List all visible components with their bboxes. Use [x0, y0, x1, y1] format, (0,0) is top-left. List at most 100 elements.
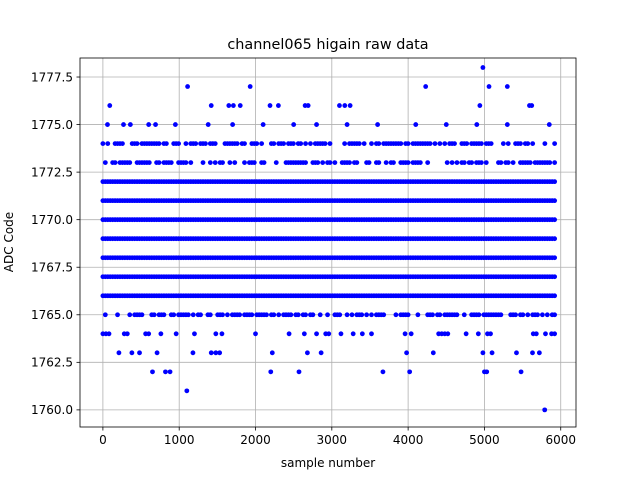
data-point — [544, 312, 550, 318]
data-point — [121, 122, 126, 127]
data-point — [303, 160, 308, 166]
x-axis-label: sample number — [281, 456, 375, 470]
data-point — [163, 141, 169, 146]
data-point — [242, 160, 247, 166]
data-point — [276, 312, 282, 318]
data-point — [454, 312, 460, 318]
data-point — [552, 255, 558, 261]
data-point — [308, 141, 313, 146]
data-point — [402, 331, 408, 337]
data-point — [273, 160, 279, 166]
x-axis-ticks: 0 1000 2000 3000 4000 5000 6000 — [99, 427, 576, 447]
data-point — [100, 141, 106, 146]
plot-frame — [79, 57, 577, 428]
data-point — [124, 331, 130, 337]
data-point — [413, 122, 419, 127]
data-point — [464, 141, 470, 146]
data-point — [540, 312, 545, 318]
data-point — [106, 331, 112, 337]
data-point — [134, 141, 140, 146]
data-point — [146, 122, 152, 127]
data-point — [430, 312, 435, 318]
data-point — [518, 369, 524, 375]
y-tick-label: 1772.5 — [31, 165, 73, 179]
data-point — [310, 312, 316, 318]
data-point — [127, 312, 133, 318]
data-point — [407, 369, 413, 375]
data-point — [427, 141, 433, 146]
data-point — [543, 331, 548, 337]
data-point — [251, 160, 257, 166]
data-point — [552, 160, 558, 166]
data-point — [552, 198, 558, 204]
data-point — [349, 312, 355, 318]
data-point — [484, 369, 490, 375]
data-point — [552, 274, 558, 280]
data-point — [290, 141, 296, 146]
data-point — [480, 65, 486, 70]
data-point — [476, 312, 482, 318]
data-point — [535, 312, 540, 318]
data-point — [314, 122, 319, 127]
x-tick-label: 3000 — [317, 433, 348, 447]
data-point — [326, 331, 332, 337]
y-tick-label: 1760.0 — [31, 403, 73, 417]
data-point — [469, 160, 475, 166]
data-point — [303, 141, 308, 146]
data-point — [405, 160, 411, 166]
data-point — [220, 312, 225, 318]
data-point — [442, 141, 448, 146]
data-point — [183, 141, 189, 146]
data-point — [327, 141, 333, 146]
data-point — [404, 350, 409, 356]
data-point — [552, 293, 558, 299]
data-point — [234, 141, 240, 146]
data-point — [445, 331, 451, 337]
data-point — [288, 312, 294, 318]
data-point — [247, 84, 253, 89]
x-tick-label: 2000 — [240, 433, 271, 447]
data-point — [344, 122, 350, 127]
data-point — [342, 141, 348, 146]
data-point — [237, 312, 243, 318]
data-point — [498, 312, 504, 318]
data-point — [317, 312, 323, 318]
data-point — [437, 312, 443, 318]
data-point — [376, 141, 382, 146]
data-point — [207, 312, 213, 318]
data-point — [415, 312, 421, 318]
data-point — [227, 160, 233, 166]
data-point — [542, 407, 548, 413]
data-point — [500, 141, 506, 146]
data-point — [208, 103, 214, 108]
data-point — [305, 350, 310, 356]
y-tick-label: 1770.0 — [31, 213, 73, 227]
data-point — [536, 350, 542, 356]
data-point — [139, 312, 145, 318]
data-point — [291, 122, 297, 127]
data-point — [264, 312, 269, 318]
x-tick-label: 6000 — [545, 433, 576, 447]
data-point — [217, 350, 223, 356]
data-point — [260, 122, 266, 127]
data-point — [398, 141, 404, 146]
data-point — [286, 331, 292, 337]
data-point — [212, 141, 218, 146]
data-point — [107, 103, 113, 108]
data-point — [380, 369, 386, 375]
data-point — [443, 122, 449, 127]
data-point — [530, 350, 535, 356]
x-tick-label: 1000 — [164, 433, 195, 447]
data-point — [344, 312, 350, 318]
data-point — [102, 160, 108, 166]
data-point — [391, 160, 396, 166]
data-point — [452, 141, 457, 146]
data-point — [102, 312, 108, 318]
data-point — [504, 122, 510, 127]
data-point — [156, 141, 162, 146]
data-point — [171, 312, 177, 318]
data-point — [350, 331, 356, 337]
data-point — [172, 122, 178, 127]
y-axis-ticks: 1760.0 1762.5 1765.0 1767.5 1770.0 1772.5 1775… — [31, 70, 80, 417]
data-point — [359, 312, 365, 318]
